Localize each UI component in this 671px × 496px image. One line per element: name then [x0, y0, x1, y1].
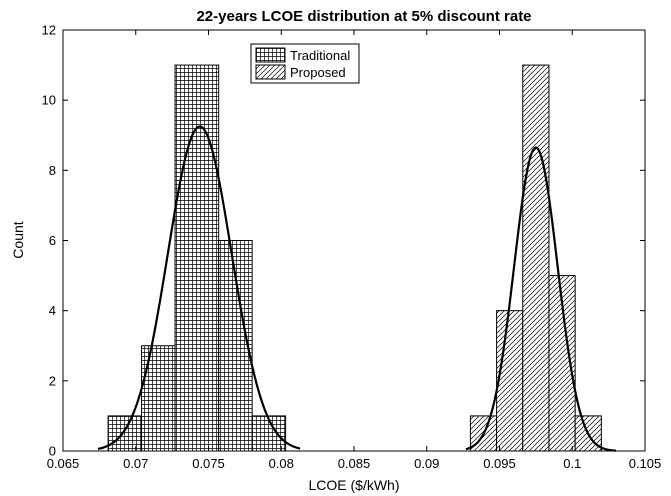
x-tick-label: 0.08: [269, 456, 294, 471]
legend-swatch-proposed: [255, 64, 286, 80]
x-axis-label: LCOE ($/kWh): [308, 477, 399, 493]
y-axis-ticks: 0 2 4 6 8 10 12: [42, 23, 645, 459]
x-tick-label: 0.085: [338, 456, 371, 471]
x-tick-label: 0.075: [192, 456, 225, 471]
y-tick-label: 4: [49, 303, 56, 318]
x-tick-label: 0.095: [483, 456, 516, 471]
bar-proposed-2: [522, 64, 550, 452]
x-tick-label: 0.105: [629, 456, 662, 471]
bar-traditional-2: [174, 64, 220, 452]
legend-swatch-traditional: [255, 47, 286, 63]
y-tick-label: 8: [49, 163, 56, 178]
y-tick-label: 2: [49, 373, 56, 388]
bars-layer: [107, 64, 602, 452]
x-tick-label: 0.09: [414, 456, 439, 471]
chart-title: 22-years LCOE distribution at 5% discoun…: [196, 8, 531, 25]
x-tick-label: 0.07: [123, 456, 148, 471]
y-tick-label: 10: [42, 93, 56, 108]
y-tick-label: 12: [42, 23, 56, 38]
x-tick-label: 0.1: [563, 456, 581, 471]
fit-curves-layer: [97, 125, 616, 452]
y-tick-label: 6: [49, 233, 56, 248]
x-tick-label: 0.065: [47, 456, 80, 471]
bar-traditional-0: [107, 415, 143, 452]
bar-proposed-1: [496, 310, 524, 452]
legend: Traditional Proposed: [250, 43, 360, 84]
y-axis-label: Count: [10, 221, 26, 258]
y-tick-label: 0: [49, 444, 56, 459]
x-axis-ticks: 0.065 0.07 0.075 0.08 0.085 0.09 0.095 0.1 0.105: [47, 30, 662, 471]
legend-label-proposed: Proposed: [290, 65, 346, 80]
legend-label-traditional: Traditional: [290, 48, 350, 63]
bar-traditional-1: [141, 345, 176, 452]
fit-curve-traditional: [97, 125, 301, 451]
fit-curve-proposed: [465, 146, 616, 452]
